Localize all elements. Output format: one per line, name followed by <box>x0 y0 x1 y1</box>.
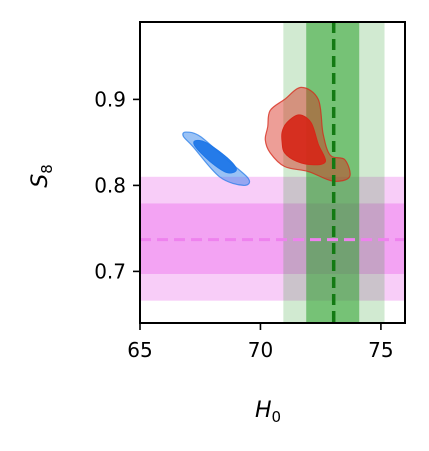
blue-contour-inner <box>193 139 237 174</box>
x-tick-label: 65 <box>127 338 152 362</box>
y-axis-label: S8 <box>28 164 56 188</box>
x-tick-label: 70 <box>248 338 273 362</box>
y-tick-label: 0.8 <box>94 173 126 197</box>
red-contour-inner <box>281 114 327 166</box>
y-tick-label: 0.9 <box>94 87 126 111</box>
plot-area <box>140 22 405 323</box>
x-axis-label: H0 <box>255 398 281 426</box>
x-tick-label: 75 <box>368 338 393 362</box>
axis-ticks: 65 70 75 0.7 0.8 0.9 <box>94 87 393 362</box>
plot-frame <box>139 21 406 324</box>
y-tick-label: 0.7 <box>94 259 126 283</box>
